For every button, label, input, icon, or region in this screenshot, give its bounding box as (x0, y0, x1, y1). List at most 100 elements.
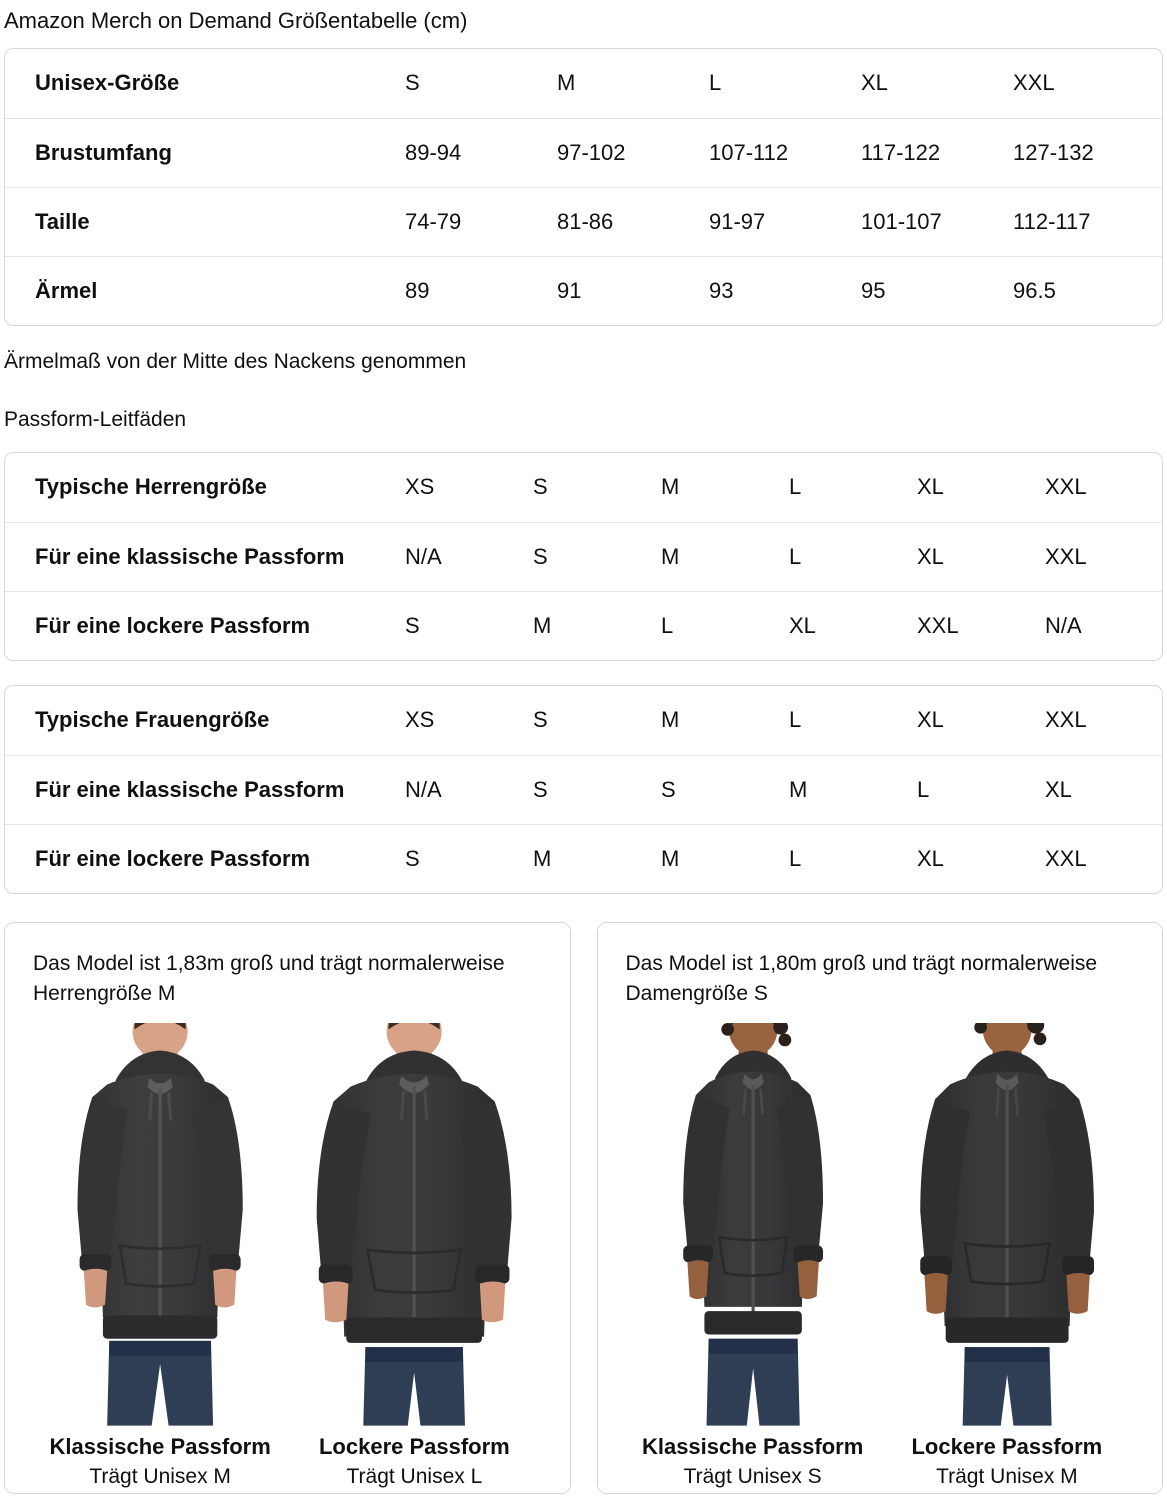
womens-relaxed-xxl: XXL (1045, 823, 1162, 893)
table-row: Für eine klassische Passform N/A S M L X… (5, 521, 1162, 591)
sleeve-measure-note: Ärmelmaß von der Mitte des Nackens genom… (4, 350, 467, 373)
size-table-size-xl: XL (861, 70, 888, 96)
mens-classic-xl: XL (917, 521, 1045, 591)
table-row-header: Typische Herrengröße XS S M L XL XXL (5, 453, 1162, 522)
mens-classic-l: L (789, 521, 917, 591)
table-row: Taille 74-79 81-86 91-97 101-107 112-117 (5, 186, 1162, 256)
mens-classic-m: M (661, 521, 789, 591)
model-photo-mens-relaxed (287, 1023, 541, 1426)
figure-womens-relaxed: Lockere Passform Trägt Unisex M (880, 1023, 1134, 1492)
mens-classic-fit-label: Für eine klassische Passform (5, 521, 405, 591)
cell-sleeve-s: 89 (405, 255, 557, 325)
womens-relaxed-fit-label: Für eine lockere Passform (5, 823, 405, 893)
model-photo-womens-classic (626, 1023, 880, 1426)
size-table-header-label: Unisex-Größe (35, 70, 180, 96)
jeans (706, 1338, 800, 1426)
womens-relaxed-l: L (789, 823, 917, 893)
fit-guides-heading: Passform-Leitfäden (4, 408, 187, 431)
jeans (363, 1347, 466, 1426)
size-table-size-m: M (557, 70, 576, 96)
mens-classic-s: S (533, 521, 661, 591)
womens-size-s: S (533, 707, 548, 733)
mens-relaxed-fit-label: Für eine lockere Passform (5, 590, 405, 660)
cell-waist-xxl: 112-117 (1013, 186, 1162, 256)
cell-waist-s: 74-79 (405, 186, 557, 256)
row-label-sleeve: Ärmel (5, 255, 405, 325)
mens-size-xs: XS (405, 474, 435, 500)
womens-size-m: M (661, 707, 680, 733)
wears-label: Trägt Unisex L (346, 1464, 483, 1488)
mens-relaxed-xs: S (405, 590, 533, 660)
womens-size-l: L (789, 707, 802, 733)
womens-classic-xl: L (917, 754, 1045, 824)
table-row-header: Unisex-Größe S M L XL XXL (5, 49, 1162, 118)
mens-size-xxl: XXL (1045, 474, 1087, 500)
womens-classic-s: S (533, 754, 661, 824)
cell-sleeve-l: 93 (709, 255, 861, 325)
cell-waist-m: 81-86 (557, 186, 709, 256)
row-label-chest: Brustumfang (5, 117, 405, 187)
womens-relaxed-s: M (533, 823, 661, 893)
womens-classic-l: M (789, 754, 917, 824)
cell-chest-l: 107-112 (709, 117, 861, 187)
womens-fit-header-label: Typische Frauengröße (35, 707, 270, 733)
table-row: Ärmel 89 91 93 95 96.5 (5, 255, 1162, 325)
model-card-mens: Das Model ist 1,83m groß und trägt norma… (4, 922, 571, 1494)
fit-label: Lockere Passform (318, 1433, 510, 1459)
page-title: Amazon Merch on Demand Größentabelle (cm… (4, 8, 468, 33)
mens-classic-xs: N/A (405, 521, 533, 591)
size-table-size-xxl: XXL (1013, 70, 1055, 96)
mens-fit-header-label: Typische Herrengröße (35, 474, 267, 500)
mens-fit-table: Typische Herrengröße XS S M L XL XXL Für… (4, 452, 1163, 661)
figure-mens-classic: Klassische Passform Trägt Unisex M (33, 1023, 287, 1492)
size-table-size-l: L (709, 70, 722, 96)
mens-relaxed-m: L (661, 590, 789, 660)
womens-classic-m: S (661, 754, 789, 824)
fit-label: Klassische Passform (49, 1433, 271, 1459)
womens-size-xs: XS (405, 707, 435, 733)
caption-mens-relaxed: Lockere Passform Trägt Unisex L (287, 1426, 541, 1492)
model-description-mens: Das Model ist 1,83m groß und trägt norma… (33, 952, 505, 1005)
table-row: Für eine lockere Passform S M M L XL XXL (5, 823, 1162, 893)
model-photo-womens-relaxed (880, 1023, 1134, 1426)
jeans (962, 1347, 1052, 1426)
female-model-classic-fit-illustration (682, 1023, 823, 1426)
table-row: Für eine klassische Passform N/A S S M L… (5, 754, 1162, 824)
cell-chest-xl: 117-122 (861, 117, 1013, 187)
womens-relaxed-m: M (661, 823, 789, 893)
wears-label: Trägt Unisex M (89, 1464, 231, 1488)
cell-sleeve-xl: 95 (861, 255, 1013, 325)
model-photo-mens-classic (33, 1023, 287, 1426)
womens-fit-table: Typische Frauengröße XS S M L XL XXL Für… (4, 685, 1163, 894)
mens-relaxed-l: XL (789, 590, 917, 660)
mens-relaxed-xl: XXL (917, 590, 1045, 660)
womens-relaxed-xl: XL (917, 823, 1045, 893)
caption-womens-relaxed: Lockere Passform Trägt Unisex M (880, 1426, 1134, 1492)
womens-classic-xxl: XL (1045, 754, 1162, 824)
mens-classic-xxl: XXL (1045, 521, 1162, 591)
male-model-classic-fit-illustration (77, 1023, 243, 1426)
table-row: Brustumfang 89-94 97-102 107-112 117-122… (5, 117, 1162, 187)
womens-size-xxl: XXL (1045, 707, 1087, 733)
mens-size-m: M (661, 474, 680, 500)
womens-relaxed-xs: S (405, 823, 533, 893)
male-model-relaxed-fit-illustration (316, 1023, 512, 1426)
figure-mens-relaxed: Lockere Passform Trägt Unisex L (287, 1023, 541, 1492)
womens-size-xl: XL (917, 707, 944, 733)
cell-chest-m: 97-102 (557, 117, 709, 187)
cell-waist-l: 91-97 (709, 186, 861, 256)
wears-label: Trägt Unisex M (936, 1464, 1078, 1488)
cell-sleeve-xxl: 96.5 (1013, 255, 1162, 325)
wears-label: Trägt Unisex S (683, 1464, 822, 1488)
model-figures-mens: Klassische Passform Trägt Unisex M (33, 1023, 542, 1492)
cell-waist-xl: 101-107 (861, 186, 1013, 256)
table-row: Für eine lockere Passform S M L XL XXL N… (5, 590, 1162, 660)
caption-mens-classic: Klassische Passform Trägt Unisex M (33, 1426, 287, 1492)
mens-relaxed-xxl: N/A (1045, 590, 1162, 660)
figure-womens-classic: Klassische Passform Trägt Unisex S (626, 1023, 880, 1492)
model-description-womens: Das Model ist 1,80m groß und trägt norma… (625, 952, 1098, 1005)
mens-size-s: S (533, 474, 548, 500)
jeans (107, 1340, 214, 1426)
model-card-womens: Das Model ist 1,80m groß und trägt norma… (596, 922, 1163, 1494)
